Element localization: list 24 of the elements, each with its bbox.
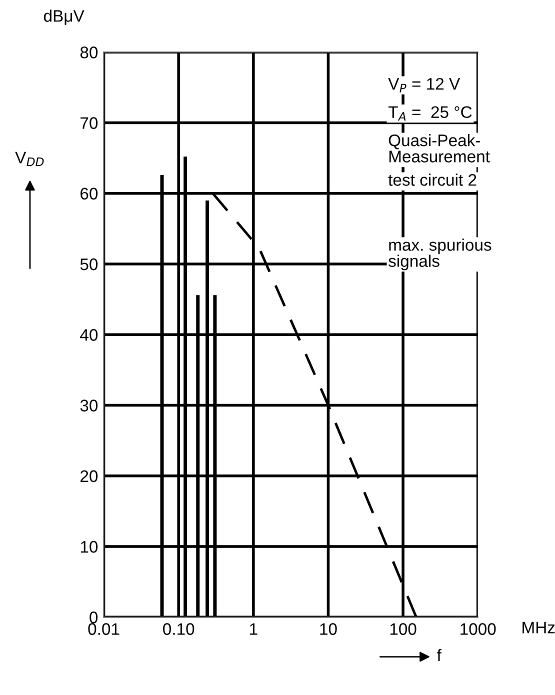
annotation: test circuit 2: [388, 174, 476, 186]
text: dBμV: [44, 10, 84, 25]
annotation: V$_{P}$ = 12 V: [388, 78, 460, 92]
text: max. spurious signals: [388, 238, 492, 270]
y-tick-label: 10: [80, 540, 98, 553]
annotation: Quasi-Peak- Measurement: [388, 134, 490, 162]
y-tick-label: 70: [80, 117, 98, 129]
y-tick-label: 80: [80, 46, 98, 58]
x-tick-label: 0.01: [88, 623, 120, 635]
x-tick-label: 0.10: [163, 623, 194, 635]
x-tick-label: 10: [320, 623, 337, 635]
x-tick-label: 100: [390, 623, 416, 635]
x-tick-label: 1: [250, 623, 258, 635]
annotation: T$_{A}$ = 25 °C: [388, 106, 472, 121]
y-tick-label: 60: [80, 188, 98, 200]
text: MHz: [522, 622, 555, 634]
y-tick-label: 50: [80, 258, 98, 270]
x-axis-title: f: [437, 649, 442, 662]
y-tick-label: 30: [80, 400, 98, 412]
y-tick-label: 0: [90, 612, 98, 624]
x-tick-label: 1000: [460, 623, 496, 635]
y-tick-label: 20: [80, 470, 98, 482]
y-tick-label: 40: [80, 329, 98, 341]
y-axis-title: V$_{DD}$: [15, 152, 44, 166]
